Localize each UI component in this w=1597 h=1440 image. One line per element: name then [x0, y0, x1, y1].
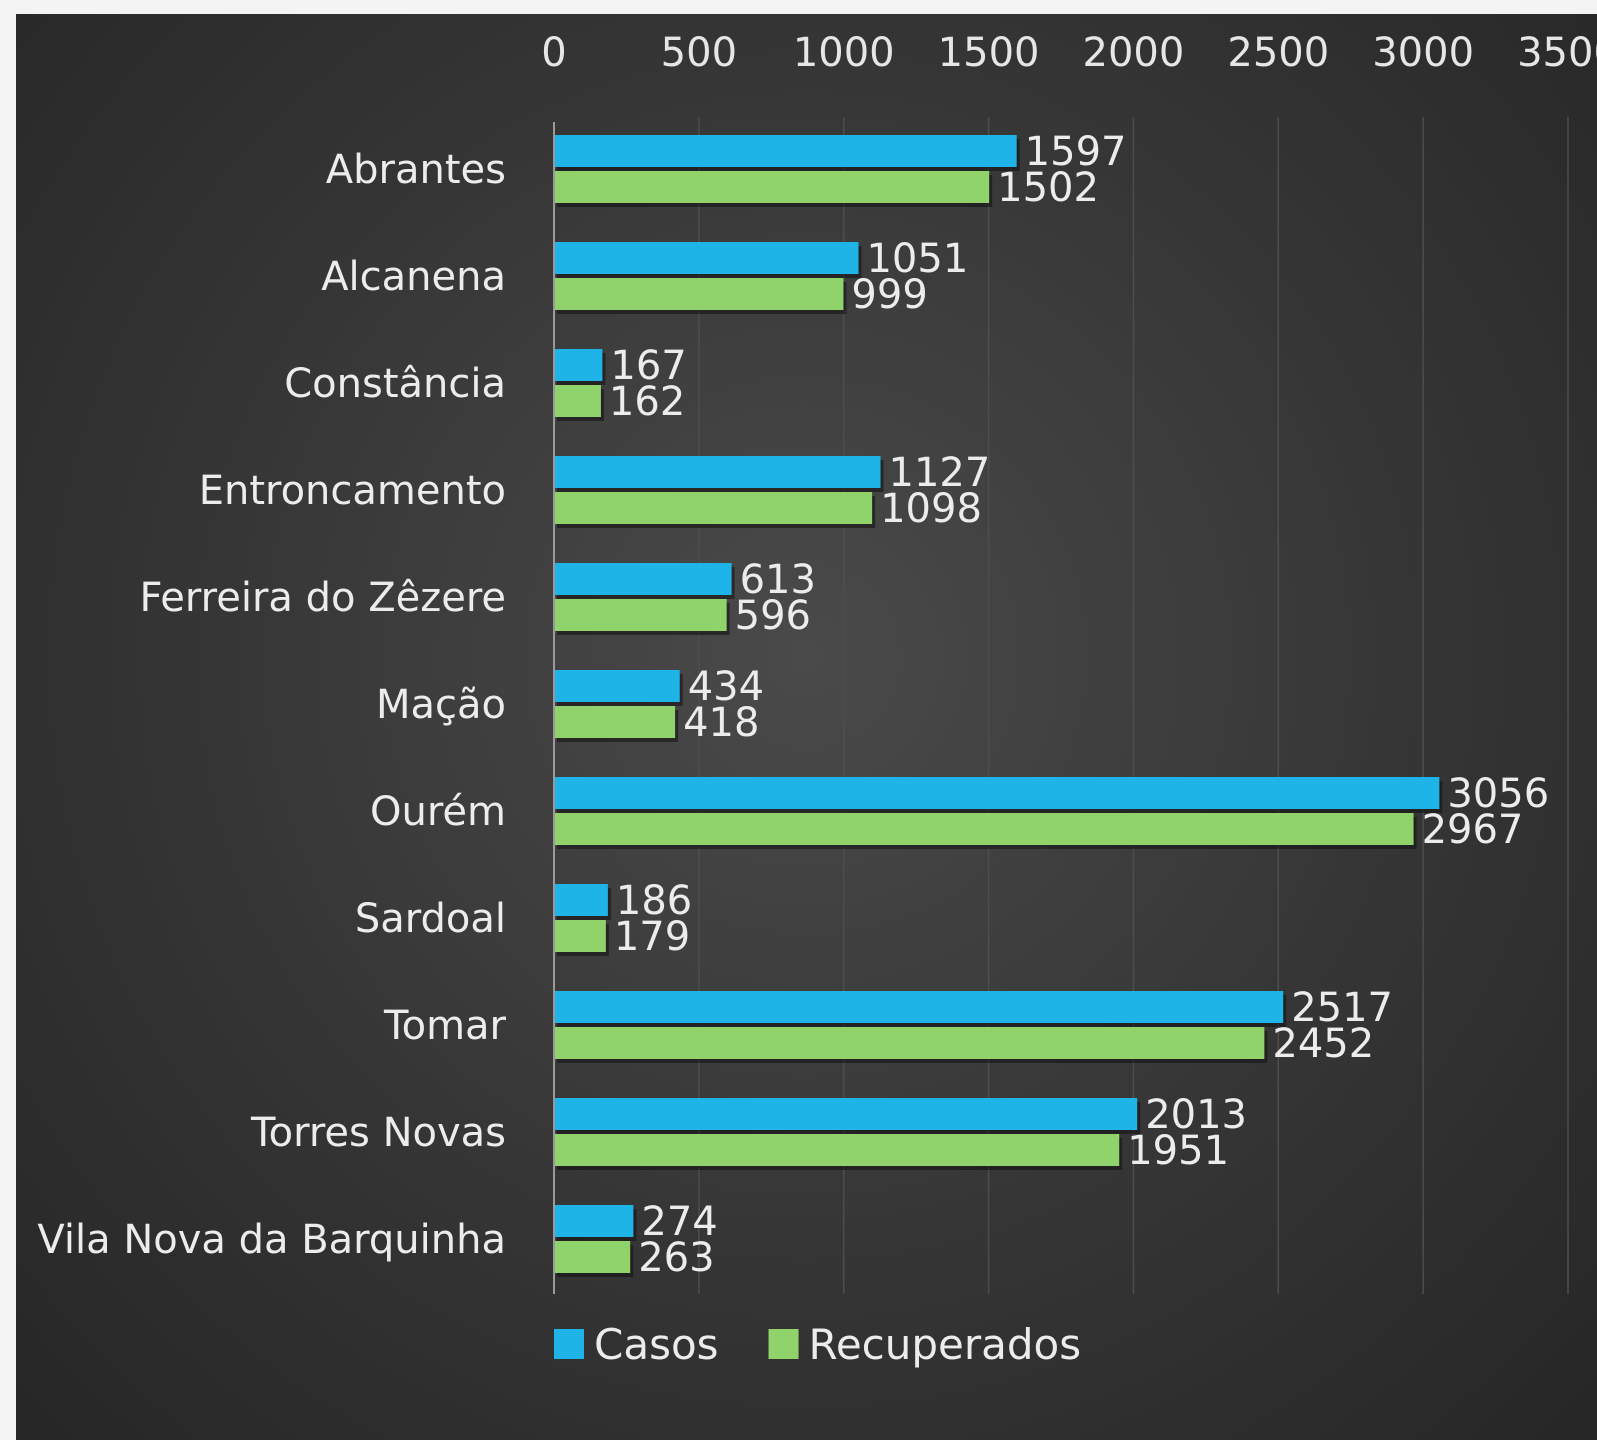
legend: Casos Recuperados — [554, 1320, 1081, 1369]
data-label: 1127 — [889, 450, 991, 496]
category-label: Alcanena — [321, 254, 506, 300]
x-tick-label: 1500 — [938, 30, 1040, 76]
data-label: 1951 — [1127, 1128, 1229, 1174]
bar-recuperados — [554, 813, 1414, 845]
data-label: 434 — [688, 664, 764, 710]
data-label: 418 — [683, 700, 759, 746]
bar-recuperados — [554, 492, 873, 524]
bar-recuperados — [554, 1134, 1120, 1166]
data-label: 999 — [851, 272, 927, 318]
category-label: Tomar — [383, 1003, 507, 1049]
bar-recuperados — [554, 706, 676, 738]
bar-recuperados — [554, 599, 727, 631]
data-label: 1597 — [1025, 129, 1127, 175]
x-tick-label: 1000 — [793, 30, 895, 76]
bar-casos — [554, 242, 859, 274]
data-label: 2013 — [1145, 1092, 1247, 1138]
data-label: 179 — [614, 914, 690, 960]
bar-casos — [554, 456, 881, 488]
bar-casos — [554, 349, 603, 381]
x-tick-label: 2500 — [1227, 30, 1329, 76]
data-label: 263 — [638, 1235, 714, 1281]
bar-recuperados — [554, 171, 990, 203]
bar-recuperados — [554, 920, 606, 952]
data-label: 596 — [735, 593, 811, 639]
x-tick-label: 2000 — [1083, 30, 1185, 76]
legend-swatch-casos — [554, 1329, 584, 1359]
data-label: 1502 — [997, 165, 1099, 211]
category-label: Constância — [284, 361, 506, 407]
category-label: Torres Novas — [250, 1110, 506, 1156]
category-label: Vila Nova da Barquinha — [37, 1217, 506, 1263]
data-label: 1098 — [880, 486, 982, 532]
x-tick-label: 3500 — [1517, 30, 1597, 76]
x-tick-label: 0 — [541, 30, 566, 76]
bar-recuperados — [554, 278, 844, 310]
legend-label: Recuperados — [809, 1320, 1082, 1369]
bar-recuperados — [554, 385, 601, 417]
bar-casos — [554, 884, 608, 916]
category-label: Sardoal — [355, 896, 506, 942]
x-axis-ticks: 0 500 1000 1500 2000 2500 3000 3500 — [541, 30, 1597, 76]
bar-casos — [554, 670, 680, 702]
data-label: 2517 — [1291, 985, 1393, 1031]
category-labels: Abrantes Alcanena Constância Entroncamento F… — [37, 147, 506, 1263]
bar-casos — [554, 1205, 634, 1237]
x-tick-label: 500 — [661, 30, 737, 76]
bar-casos — [554, 135, 1017, 167]
legend-swatch-recuperados — [768, 1329, 799, 1359]
data-label: 162 — [609, 379, 685, 425]
data-label: 167 — [610, 343, 686, 389]
category-label: Abrantes — [326, 147, 506, 193]
bar-casos — [554, 777, 1440, 809]
category-label: Mação — [376, 682, 506, 728]
data-label: 3056 — [1447, 771, 1549, 817]
bar-casos — [554, 563, 732, 595]
category-label: Ferreira do Zêzere — [139, 575, 506, 621]
data-label: 186 — [616, 878, 692, 924]
bar-casos — [554, 991, 1284, 1023]
data-label: 2967 — [1422, 807, 1524, 853]
category-label: Entroncamento — [199, 468, 506, 514]
data-label: 274 — [641, 1199, 717, 1245]
data-label: 613 — [740, 557, 816, 603]
bar-recuperados — [554, 1241, 631, 1273]
bar-casos — [554, 1098, 1138, 1130]
data-label: 1051 — [866, 236, 968, 282]
legend-label: Casos — [594, 1320, 719, 1369]
bar-recuperados — [554, 1027, 1265, 1059]
data-label: 2452 — [1272, 1021, 1374, 1067]
x-tick-label: 3000 — [1372, 30, 1474, 76]
category-label: Ourém — [370, 789, 506, 835]
